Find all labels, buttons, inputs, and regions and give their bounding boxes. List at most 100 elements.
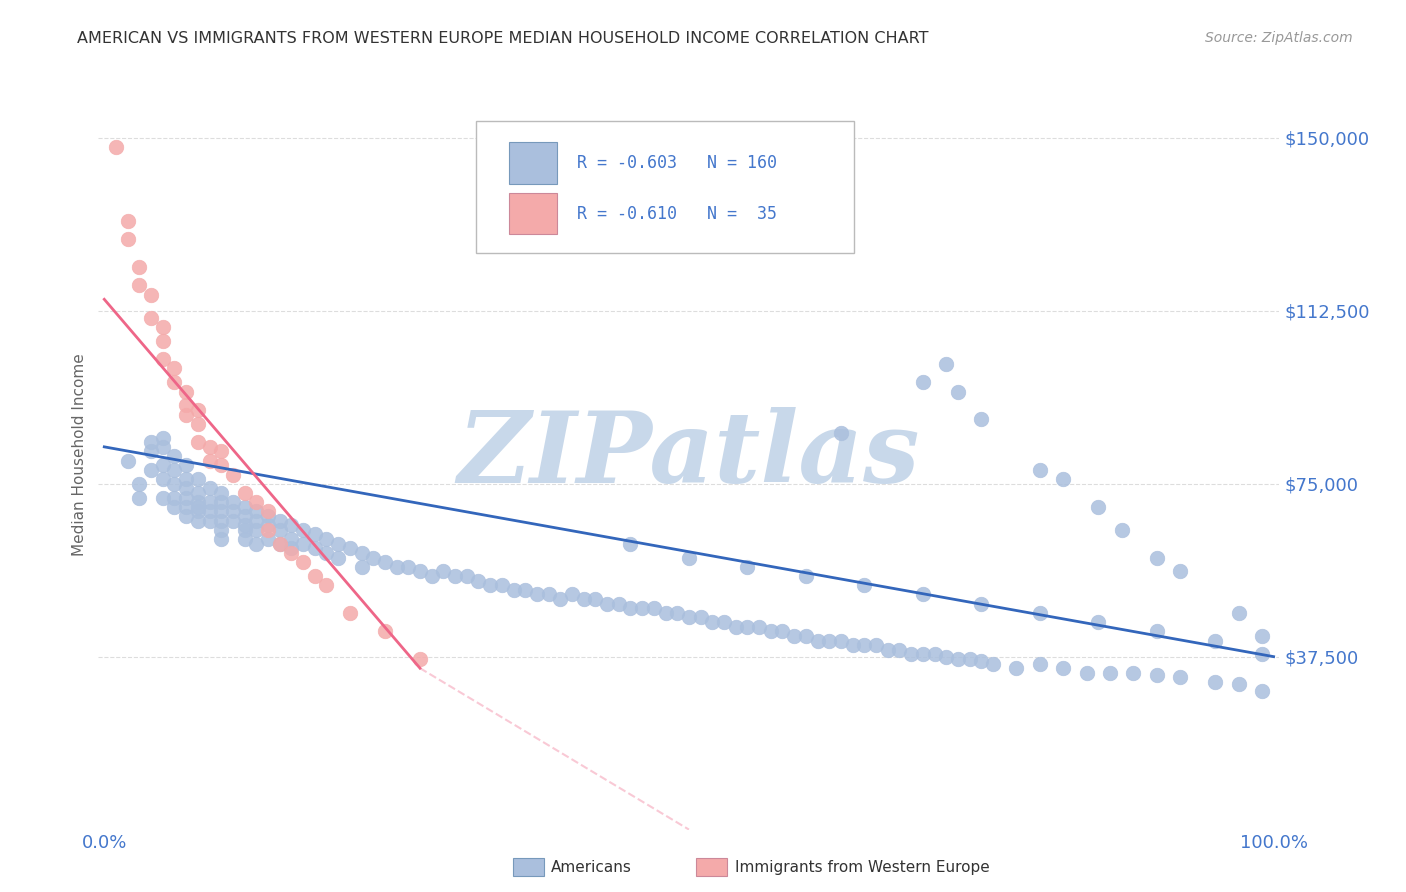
Point <box>420 569 443 583</box>
Point <box>128 278 150 293</box>
Point <box>1052 661 1074 675</box>
Point <box>841 638 863 652</box>
Point <box>432 565 454 579</box>
Point <box>946 384 969 399</box>
Point <box>117 232 139 246</box>
Point <box>806 633 828 648</box>
Point <box>1146 624 1168 639</box>
Point <box>572 592 595 607</box>
Point <box>900 648 922 662</box>
Point <box>830 425 852 440</box>
Point <box>304 527 326 541</box>
Point <box>935 649 957 664</box>
Text: Immigrants from Western Europe: Immigrants from Western Europe <box>735 860 990 874</box>
Point <box>654 606 676 620</box>
Point <box>1029 463 1052 477</box>
Point <box>911 376 934 390</box>
Point <box>1005 661 1028 675</box>
Point <box>139 310 162 325</box>
Point <box>515 582 537 597</box>
Point <box>163 376 186 390</box>
Point <box>374 624 396 639</box>
Point <box>794 629 817 643</box>
Point <box>174 384 197 399</box>
Point <box>315 546 337 560</box>
Text: R = -0.610   N =  35: R = -0.610 N = 35 <box>576 204 776 223</box>
Point <box>1087 500 1109 514</box>
Point <box>257 523 280 537</box>
Point <box>772 624 794 639</box>
Point <box>163 491 186 505</box>
Point <box>233 486 256 500</box>
Point <box>269 514 291 528</box>
Point <box>257 518 280 533</box>
Point <box>876 642 898 657</box>
Point <box>198 514 221 528</box>
Point <box>970 412 993 426</box>
Point <box>187 504 209 518</box>
Point <box>339 606 361 620</box>
Point <box>245 504 267 518</box>
Point <box>198 504 221 518</box>
Point <box>1251 684 1274 698</box>
Point <box>174 458 197 473</box>
Point <box>361 550 384 565</box>
Point <box>1098 665 1121 680</box>
Point <box>526 587 548 601</box>
Point <box>959 652 981 666</box>
Point <box>209 495 232 509</box>
Point <box>631 601 654 615</box>
Point <box>1087 615 1109 629</box>
Text: R = -0.603   N = 160: R = -0.603 N = 160 <box>576 154 776 172</box>
Point <box>187 417 209 431</box>
Point <box>748 620 770 634</box>
Point <box>222 504 245 518</box>
Point <box>737 559 759 574</box>
Point <box>280 546 302 560</box>
Point <box>467 574 489 588</box>
Point <box>853 638 876 652</box>
Point <box>315 532 337 546</box>
Point <box>409 565 432 579</box>
Point <box>479 578 502 592</box>
Point <box>152 352 174 367</box>
Point <box>280 541 302 556</box>
Point <box>678 550 700 565</box>
Point <box>174 398 197 412</box>
Point <box>139 435 162 450</box>
Text: Americans: Americans <box>551 860 633 874</box>
Point <box>315 578 337 592</box>
Point <box>396 559 419 574</box>
Point <box>257 532 280 546</box>
Point <box>163 361 186 376</box>
Point <box>104 140 127 154</box>
Point <box>198 440 221 454</box>
Point <box>209 523 232 537</box>
FancyBboxPatch shape <box>477 121 855 252</box>
Point <box>152 472 174 486</box>
Point <box>830 633 852 648</box>
Point <box>1168 565 1191 579</box>
Point <box>222 495 245 509</box>
Text: AMERICAN VS IMMIGRANTS FROM WESTERN EUROPE MEDIAN HOUSEHOLD INCOME CORRELATION C: AMERICAN VS IMMIGRANTS FROM WESTERN EURO… <box>77 31 929 46</box>
Point <box>1204 675 1226 690</box>
Point <box>187 403 209 417</box>
Point <box>304 541 326 556</box>
Point <box>209 504 232 518</box>
Point <box>209 458 232 473</box>
Y-axis label: Median Household Income: Median Household Income <box>72 353 87 557</box>
Point <box>245 495 267 509</box>
Point <box>737 620 759 634</box>
Point <box>198 481 221 495</box>
Point <box>935 357 957 371</box>
Point <box>1204 633 1226 648</box>
Point <box>1251 648 1274 662</box>
Point <box>152 491 174 505</box>
Point <box>970 654 993 668</box>
Point <box>163 500 186 514</box>
Point <box>350 546 373 560</box>
Point <box>209 514 232 528</box>
Point <box>280 532 302 546</box>
Point <box>924 648 946 662</box>
Point <box>853 578 876 592</box>
